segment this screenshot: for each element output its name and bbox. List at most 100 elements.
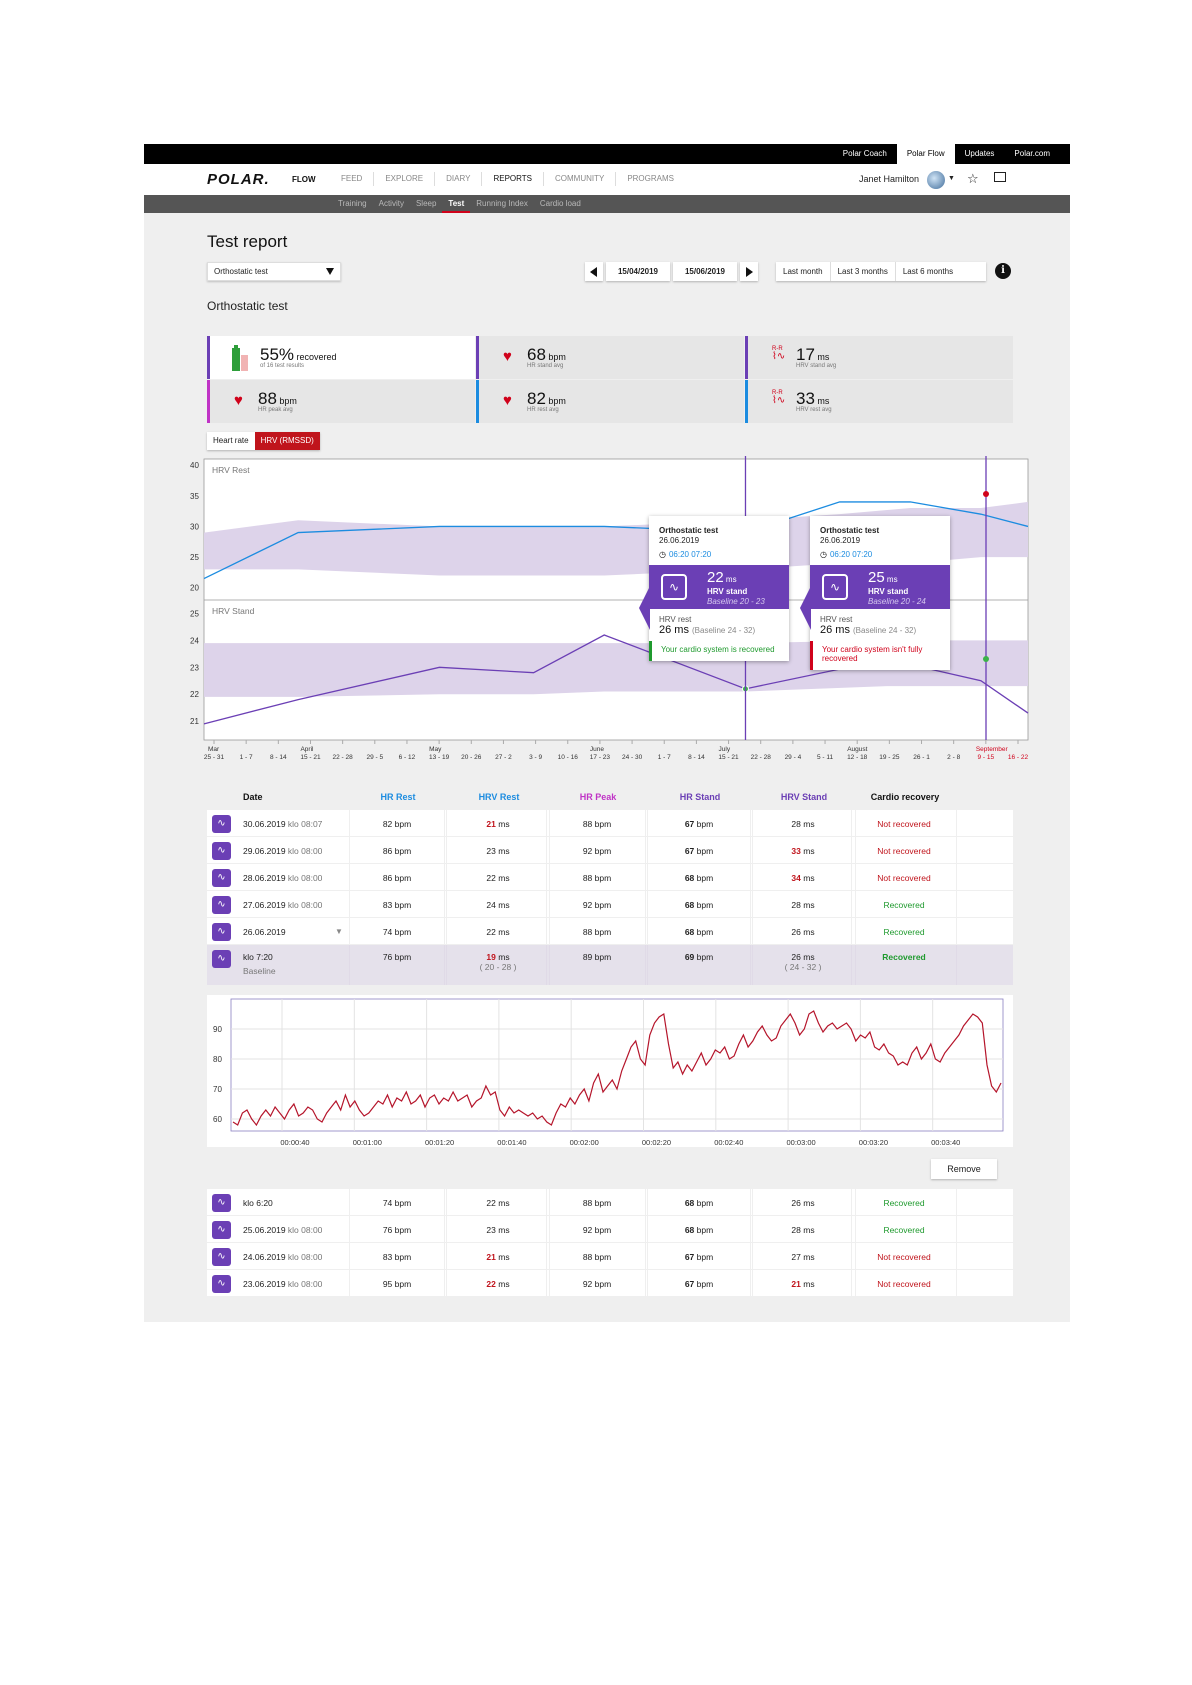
tab-running-index[interactable]: Running Index (476, 199, 528, 208)
date-to-field[interactable]: 15/06/2019 (673, 262, 737, 281)
cell-hrv-rest: 19 ms( 20 - 28 ) (446, 945, 550, 985)
table-row[interactable]: ∿ 28.06.2019 klo 08:00 86 bpm 22 ms 88 bpm 68… (207, 864, 1013, 891)
hrv-rest-value: 21 (486, 819, 496, 829)
star-icon[interactable]: ☆ (967, 171, 979, 186)
top-link-polar-coach[interactable]: Polar Coach (842, 149, 887, 158)
nav-item-diary[interactable]: DIARY (435, 172, 483, 186)
hrv-stand-unit: ms (800, 900, 815, 910)
cell-hr-peak: 89 bpm (546, 945, 648, 985)
table-row[interactable]: ∿ 25.06.2019 klo 08:00 76 bpm 23 ms 92 bpm 68… (207, 1216, 1013, 1243)
hrv-stand-value: 26 ms (751, 952, 855, 962)
orthostatic-test-icon: ∿ (822, 574, 848, 600)
range-last-3-months[interactable]: Last 3 months (831, 262, 896, 281)
polar-logo[interactable]: POLAR. (207, 171, 270, 188)
nav-item-feed[interactable]: FEED (330, 172, 375, 186)
hrv-rest-value: 24 (486, 900, 496, 910)
info-icon[interactable]: i (995, 263, 1011, 279)
toggle-hrv-rmssd[interactable]: HRV (RMSSD) (254, 432, 320, 450)
range-last-6-months[interactable]: Last 6 months (902, 267, 954, 276)
column-header-hr-stand[interactable]: HR Stand (679, 792, 721, 802)
main-nav: POLAR. FLOW FEED EXPLORE DIARY REPORTS COMMU… (144, 164, 1070, 195)
column-header-hr-rest[interactable]: HR Rest (380, 792, 416, 802)
cell-hr-rest: 74 bpm (349, 918, 445, 944)
time-end: 07:20 (691, 550, 712, 559)
column-header-hr-peak[interactable]: HR Peak (579, 792, 617, 802)
tab-training[interactable]: Training (338, 199, 367, 208)
y-tick-label: 25 (190, 553, 199, 562)
orthostatic-test-icon: ∿ (212, 1194, 231, 1212)
row-date: 30.06.2019 klo 08:07 (243, 819, 322, 829)
hr-rest-value: 86 bpm (382, 846, 412, 856)
hr-stand-value: 68 (684, 1198, 695, 1208)
tab-sleep[interactable]: Sleep (415, 199, 437, 208)
message-icon[interactable] (994, 172, 1006, 182)
toggle-heart-rate[interactable]: Heart rate (207, 432, 255, 450)
cell-hr-peak: 88 bpm (546, 1243, 648, 1269)
hr-peak-value: 88 bpm (582, 819, 612, 829)
hrv-rest-unit: ms (495, 1252, 510, 1262)
hrv-stand-unit: ms (800, 819, 815, 829)
table-row[interactable]: ∿ 29.06.2019 klo 08:00 86 bpm 23 ms 92 bpm 67… (207, 837, 1013, 864)
user-name[interactable]: Janet Hamilton (859, 174, 920, 184)
table-row[interactable]: ∿ 26.06.2019 ▼ 74 bpm 22 ms 88 bpm 68 bpm 26 ms… (207, 918, 1013, 945)
hrv-stand-unit: ms (800, 1252, 815, 1262)
cell-hr-peak: 92 bpm (546, 1270, 648, 1296)
chevron-down-icon[interactable]: ▼ (948, 175, 955, 182)
date-value: 23.06.2019 (243, 1279, 286, 1289)
table-row[interactable]: ∿ 30.06.2019 klo 08:07 82 bpm 21 ms 88 bpm 67… (207, 810, 1013, 837)
top-link-polar-flow[interactable]: Polar Flow (896, 144, 955, 164)
hr-stand-unit: bpm (694, 819, 714, 829)
cell-cardio-recovery: Not recovered (851, 1243, 957, 1269)
hr-stand-unit: bpm (694, 1198, 714, 1208)
tab-cardio-load[interactable]: Cardio load (539, 199, 581, 208)
cell-hr-peak: 88 bpm (546, 1189, 648, 1215)
row-date: 26.06.2019 (243, 927, 286, 937)
dropdown-arrow-icon (326, 268, 334, 275)
range-last-month[interactable]: Last month (776, 262, 831, 281)
heart-rate-chart-svg: 90 80 70 60 00:00:40 00:01:00 00:01:20 00:01:40… (213, 998, 1004, 1147)
test-type-select[interactable]: Orthostatic test (207, 262, 341, 281)
column-header-hrv-stand[interactable]: HRV Stand (780, 792, 828, 802)
prev-period-button[interactable] (585, 262, 603, 281)
cell-hr-peak: 88 bpm (546, 810, 648, 836)
avatar[interactable] (927, 171, 945, 189)
table-row[interactable]: ∿ 27.06.2019 klo 08:00 83 bpm 24 ms 92 bpm 68… (207, 891, 1013, 918)
nav-item-programs[interactable]: PROGRAMS (627, 174, 674, 183)
hr-stand-unit: bpm (694, 952, 714, 962)
table-row[interactable]: ∿ 23.06.2019 klo 08:00 95 bpm 22 ms 92 bpm 67… (207, 1270, 1013, 1297)
expand-arrow-icon[interactable]: ▼ (335, 927, 343, 936)
cardio-recovery-value: Not recovered (877, 846, 931, 856)
y-tick-label: 90 (213, 1025, 222, 1034)
cell-cardio-recovery: Not recovered (851, 810, 957, 836)
week-label: 1 - 7 (658, 754, 671, 761)
next-period-button[interactable] (740, 262, 758, 281)
date-from-field[interactable]: 15/04/2019 (606, 262, 670, 281)
top-link-updates[interactable]: Updates (964, 149, 995, 158)
nav-item-reports[interactable]: REPORTS (482, 172, 544, 186)
hrv-stand-unit: ms (800, 1198, 815, 1208)
nav-item-community[interactable]: COMMUNITY (544, 172, 617, 186)
week-label: 5 - 11 (817, 754, 834, 761)
nav-item-explore[interactable]: EXPLORE (374, 172, 436, 186)
tab-test[interactable]: Test (442, 195, 471, 213)
recovery-message: Your cardio system isn't fully recovered (810, 641, 950, 670)
date-value: 26.06.2019 (243, 927, 286, 937)
time-end: 07:20 (852, 550, 873, 559)
y-tick-label: 22 (190, 690, 199, 699)
column-header-date[interactable]: Date (243, 792, 263, 802)
table-row[interactable]: ∿ klo 6:20 74 bpm 22 ms 88 bpm 68 bpm 26 ms Rec… (207, 1189, 1013, 1216)
hrv-stand-value: 26 (791, 1198, 801, 1208)
x-tick-label: 00:01:40 (497, 1138, 526, 1147)
y-tick-label: 24 (190, 636, 199, 645)
table-row[interactable]: ∿ 24.06.2019 klo 08:00 83 bpm 21 ms 88 bpm 67… (207, 1243, 1013, 1270)
column-header-cardio-recovery[interactable]: Cardio recovery (870, 792, 940, 802)
row-date: klo 6:20 (243, 1198, 273, 1208)
tooltip-pointer (639, 586, 650, 630)
table-row-detail[interactable]: ∿ klo 7:20 Baseline 76 bpm 19 ms( 20 - 28 ) 8… (207, 945, 1013, 986)
tab-activity[interactable]: Activity (378, 199, 404, 208)
column-header-hrv-rest[interactable]: HRV Rest (478, 792, 520, 802)
top-link-polar-com[interactable]: Polar.com (1014, 149, 1050, 158)
date-range-bar: 15/04/2019 15/06/2019 (585, 262, 758, 281)
orthostatic-test-icon: ∿ (212, 1221, 231, 1239)
remove-button[interactable]: Remove (931, 1159, 997, 1179)
